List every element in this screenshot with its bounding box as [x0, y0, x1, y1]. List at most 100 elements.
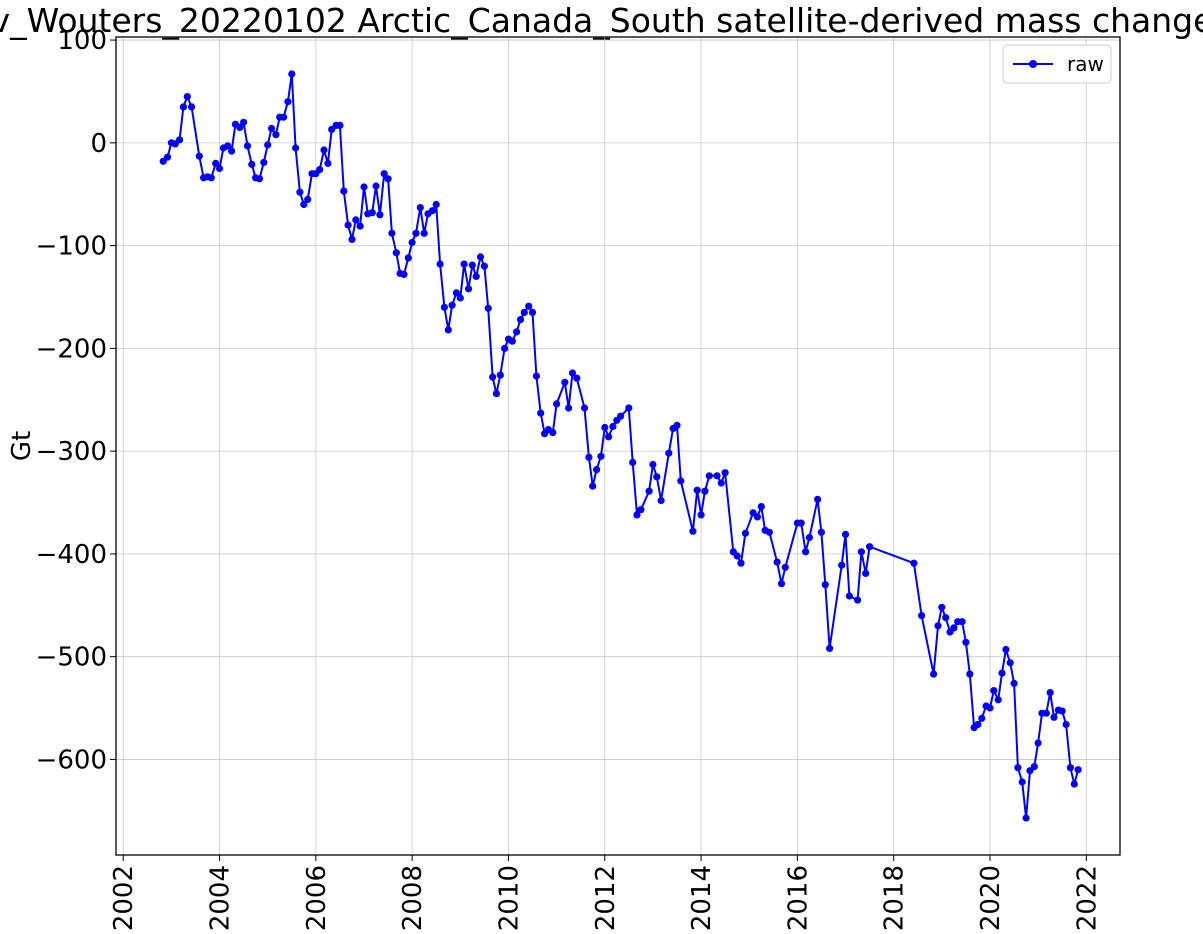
data-point: [416, 204, 424, 212]
x-tick-label: 2022: [1072, 865, 1102, 931]
data-point: [492, 390, 500, 398]
data-point: [1006, 659, 1014, 667]
x-tick-label: 2008: [398, 865, 428, 931]
data-point: [368, 209, 376, 217]
data-point: [428, 207, 436, 215]
y-tick-label: −300: [36, 437, 107, 467]
data-point: [814, 495, 822, 503]
data-point: [228, 147, 236, 155]
data-point: [677, 477, 685, 485]
data-point: [1042, 709, 1050, 717]
data-point: [501, 344, 509, 352]
data-point: [360, 183, 368, 191]
data-point: [665, 449, 673, 457]
data-point: [380, 170, 388, 178]
data-point: [757, 503, 765, 511]
data-point: [1002, 645, 1010, 654]
data-point: [589, 482, 597, 490]
data-point: [248, 160, 256, 168]
data-point: [1062, 720, 1070, 729]
data-point: [781, 563, 789, 571]
data-point: [1018, 778, 1026, 786]
data-point: [404, 254, 412, 262]
data-point: [990, 687, 998, 695]
data-point: [942, 614, 950, 622]
data-point: [1058, 707, 1066, 715]
data-point: [854, 596, 862, 604]
data-point: [440, 303, 448, 311]
data-point: [593, 466, 601, 474]
x-tick-label: 2016: [783, 865, 813, 931]
data-point: [280, 113, 288, 121]
data-point: [496, 371, 504, 379]
data-point: [392, 249, 400, 257]
data-point: [324, 159, 332, 167]
data-point: [1050, 713, 1058, 721]
data-point: [272, 131, 280, 139]
data-point: [609, 422, 617, 431]
data-point: [284, 98, 292, 106]
data-point: [1014, 764, 1022, 772]
y-tick-label: 100: [57, 26, 107, 56]
data-point: [994, 696, 1002, 704]
data-point: [697, 511, 705, 519]
data-point: [320, 146, 328, 154]
data-point: [1046, 689, 1054, 697]
grid: [116, 37, 1120, 855]
data-point: [224, 142, 232, 150]
data-point: [866, 543, 874, 551]
data-point: [773, 558, 781, 566]
data-point: [580, 404, 589, 412]
data-point: [986, 704, 994, 712]
data-point: [444, 326, 452, 334]
data-point: [508, 337, 516, 345]
y-axis: 100 0 −100 −200 −300 −400 −500 −600: [36, 26, 116, 775]
data-point: [207, 174, 215, 182]
data-point: [304, 195, 312, 203]
data-point: [215, 164, 224, 173]
data-point: [826, 644, 834, 653]
data-point: [412, 229, 420, 237]
data-point: [537, 409, 545, 417]
data-point: [1066, 764, 1074, 772]
plot-frame: [115, 36, 1121, 856]
data-point: [372, 182, 380, 190]
data-point: [1074, 766, 1082, 774]
data-point: [1010, 679, 1018, 688]
data-point: [456, 294, 464, 302]
data-point: [432, 200, 440, 209]
data-point: [705, 472, 713, 480]
x-tick-label: 2002: [109, 865, 139, 931]
data-point: [316, 166, 324, 174]
data-point: [753, 513, 762, 521]
x-tick-label: 2010: [494, 865, 524, 931]
data-point: [934, 622, 942, 630]
data-point: [1070, 780, 1078, 788]
data-point: [236, 123, 244, 131]
data-point: [296, 188, 304, 196]
data-point: [460, 260, 468, 268]
data-point: [845, 592, 854, 600]
data-point: [817, 528, 826, 536]
data-point: [565, 404, 573, 412]
data-point: [489, 373, 497, 381]
data-point: [597, 452, 605, 460]
data-point: [645, 487, 653, 495]
y-tick-label: −100: [36, 232, 107, 262]
data-point: [585, 453, 593, 461]
data-point: [862, 569, 870, 578]
data-point: [520, 308, 528, 316]
data-point: [910, 559, 918, 567]
data-point: [741, 529, 750, 537]
data-point: [838, 561, 846, 569]
data-point: [212, 159, 220, 167]
data-point: [260, 158, 268, 166]
data-point: [348, 235, 356, 243]
data-point: [930, 670, 938, 678]
data-point: [568, 369, 577, 377]
data-point: [516, 316, 525, 324]
data-point: [765, 528, 774, 536]
data-point: [356, 222, 364, 230]
data-point: [625, 404, 633, 412]
data-point: [464, 285, 473, 293]
